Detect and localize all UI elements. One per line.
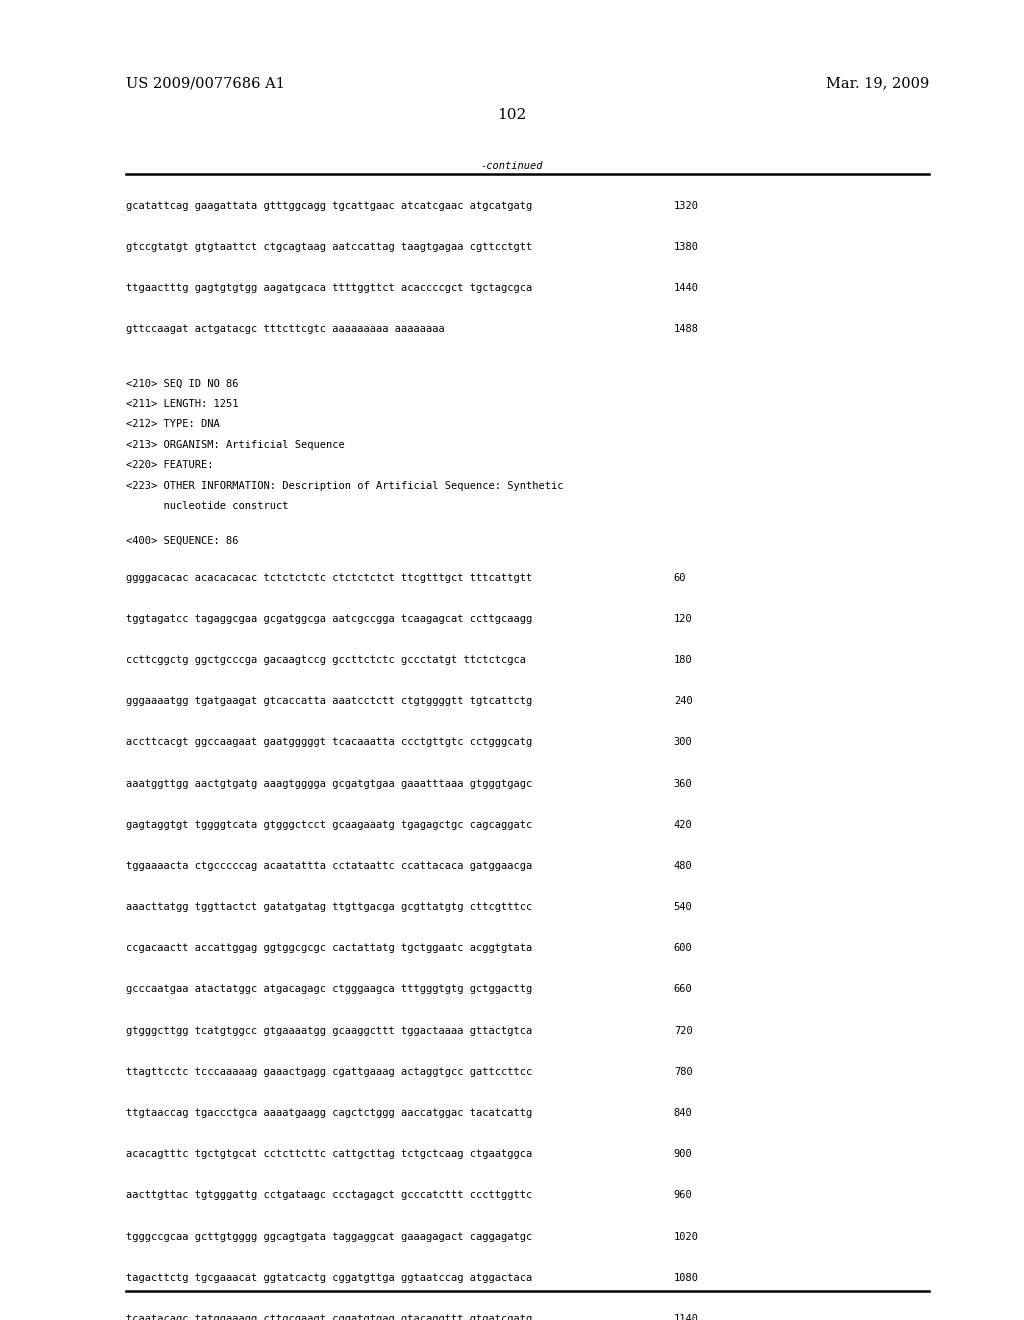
Text: ttgtaaccag tgaccctgca aaaatgaagg cagctctggg aaccatggac tacatcattg: ttgtaaccag tgaccctgca aaaatgaagg cagctct… (126, 1107, 532, 1118)
Text: 540: 540 (674, 902, 692, 912)
Text: 102: 102 (498, 108, 526, 123)
Text: <220> FEATURE:: <220> FEATURE: (126, 461, 213, 470)
Text: 900: 900 (674, 1150, 692, 1159)
Text: 480: 480 (674, 861, 692, 871)
Text: tggtagatcc tagaggcgaa gcgatggcga aatcgccgga tcaagagcat ccttgcaagg: tggtagatcc tagaggcgaa gcgatggcga aatcgcc… (126, 614, 532, 624)
Text: nucleotide construct: nucleotide construct (126, 502, 289, 511)
Text: ccgacaactt accattggag ggtggcgcgc cactattatg tgctggaatc acggtgtata: ccgacaactt accattggag ggtggcgcgc cactatt… (126, 944, 532, 953)
Text: ccttcggctg ggctgcccga gacaagtccg gccttctctc gccctatgt ttctctcgca: ccttcggctg ggctgcccga gacaagtccg gccttct… (126, 655, 526, 665)
Text: 360: 360 (674, 779, 692, 788)
Text: tgggccgcaa gcttgtgggg ggcagtgata taggaggcat gaaagagact caggagatgc: tgggccgcaa gcttgtgggg ggcagtgata taggagg… (126, 1232, 532, 1242)
Text: 1320: 1320 (674, 201, 698, 211)
Text: Mar. 19, 2009: Mar. 19, 2009 (825, 77, 929, 91)
Text: 1020: 1020 (674, 1232, 698, 1242)
Text: 60: 60 (674, 573, 686, 582)
Text: aaacttatgg tggttactct gatatgatag ttgttgacga gcgttatgtg cttcgtttcc: aaacttatgg tggttactct gatatgatag ttgttga… (126, 902, 532, 912)
Text: 660: 660 (674, 985, 692, 994)
Text: tagacttctg tgcgaaacat ggtatcactg cggatgttga ggtaatccag atggactaca: tagacttctg tgcgaaacat ggtatcactg cggatgt… (126, 1272, 532, 1283)
Text: gcccaatgaa atactatggc atgacagagc ctgggaagca tttgggtgtg gctggacttg: gcccaatgaa atactatggc atgacagagc ctgggaa… (126, 985, 532, 994)
Text: <213> ORGANISM: Artificial Sequence: <213> ORGANISM: Artificial Sequence (126, 440, 345, 450)
Text: 600: 600 (674, 944, 692, 953)
Text: gagtaggtgt tggggtcata gtgggctcct gcaagaaatg tgagagctgc cagcaggatc: gagtaggtgt tggggtcata gtgggctcct gcaagaa… (126, 820, 532, 830)
Text: gttccaagat actgatacgc tttcttcgtc aaaaaaaaa aaaaaaaa: gttccaagat actgatacgc tttcttcgtc aaaaaaa… (126, 325, 444, 334)
Text: 780: 780 (674, 1067, 692, 1077)
Text: 1440: 1440 (674, 282, 698, 293)
Text: gtccgtatgt gtgtaattct ctgcagtaag aatccattag taagtgagaa cgttcctgtt: gtccgtatgt gtgtaattct ctgcagtaag aatccat… (126, 242, 532, 252)
Text: <400> SEQUENCE: 86: <400> SEQUENCE: 86 (126, 536, 239, 545)
Text: 240: 240 (674, 696, 692, 706)
Text: aaatggttgg aactgtgatg aaagtgggga gcgatgtgaa gaaatttaaa gtgggtgagc: aaatggttgg aactgtgatg aaagtgggga gcgatgt… (126, 779, 532, 788)
Text: gtgggcttgg tcatgtggcc gtgaaaatgg gcaaggcttt tggactaaaa gttactgtca: gtgggcttgg tcatgtggcc gtgaaaatgg gcaaggc… (126, 1026, 532, 1036)
Text: ttagttcctc tcccaaaaag gaaactgagg cgattgaaag actaggtgcc gattccttcc: ttagttcctc tcccaaaaag gaaactgagg cgattga… (126, 1067, 532, 1077)
Text: aacttgttac tgtgggattg cctgataagc ccctagagct gcccatcttt cccttggttc: aacttgttac tgtgggattg cctgataagc ccctaga… (126, 1191, 532, 1200)
Text: <212> TYPE: DNA: <212> TYPE: DNA (126, 420, 220, 429)
Text: <211> LENGTH: 1251: <211> LENGTH: 1251 (126, 399, 239, 409)
Text: 120: 120 (674, 614, 692, 624)
Text: acacagtttc tgctgtgcat cctcttcttc cattgcttag tctgctcaag ctgaatggca: acacagtttc tgctgtgcat cctcttcttc cattgct… (126, 1150, 532, 1159)
Text: 840: 840 (674, 1107, 692, 1118)
Text: ggggacacac acacacacac tctctctctc ctctctctct ttcgtttgct tttcattgtt: ggggacacac acacacacac tctctctctc ctctctc… (126, 573, 532, 582)
Text: 1380: 1380 (674, 242, 698, 252)
Text: gggaaaatgg tgatgaagat gtcaccatta aaatcctctt ctgtggggtt tgtcattctg: gggaaaatgg tgatgaagat gtcaccatta aaatcct… (126, 696, 532, 706)
Text: gcatattcag gaagattata gtttggcagg tgcattgaac atcatcgaac atgcatgatg: gcatattcag gaagattata gtttggcagg tgcattg… (126, 201, 532, 211)
Text: tggaaaacta ctgcccccag acaatattta cctataattc ccattacaca gatggaacga: tggaaaacta ctgcccccag acaatattta cctataa… (126, 861, 532, 871)
Text: ttgaactttg gagtgtgtgg aagatgcaca ttttggttct acaccccgct tgctagcgca: ttgaactttg gagtgtgtgg aagatgcaca ttttggt… (126, 282, 532, 293)
Text: 720: 720 (674, 1026, 692, 1036)
Text: tcaatacagc tatggaaagg cttgcgaagt cggatgtgag gtacaggttt gtgatcgatg: tcaatacagc tatggaaagg cttgcgaagt cggatgt… (126, 1313, 532, 1320)
Text: 1140: 1140 (674, 1313, 698, 1320)
Text: 960: 960 (674, 1191, 692, 1200)
Text: 420: 420 (674, 820, 692, 830)
Text: 180: 180 (674, 655, 692, 665)
Text: US 2009/0077686 A1: US 2009/0077686 A1 (126, 77, 285, 91)
Text: -continued: -continued (480, 161, 544, 172)
Text: 1080: 1080 (674, 1272, 698, 1283)
Text: 300: 300 (674, 738, 692, 747)
Text: <223> OTHER INFORMATION: Description of Artificial Sequence: Synthetic: <223> OTHER INFORMATION: Description of … (126, 480, 563, 491)
Text: <210> SEQ ID NO 86: <210> SEQ ID NO 86 (126, 379, 239, 388)
Text: accttcacgt ggccaagaat gaatgggggt tcacaaatta ccctgttgtc cctgggcatg: accttcacgt ggccaagaat gaatgggggt tcacaaa… (126, 738, 532, 747)
Text: 1488: 1488 (674, 325, 698, 334)
